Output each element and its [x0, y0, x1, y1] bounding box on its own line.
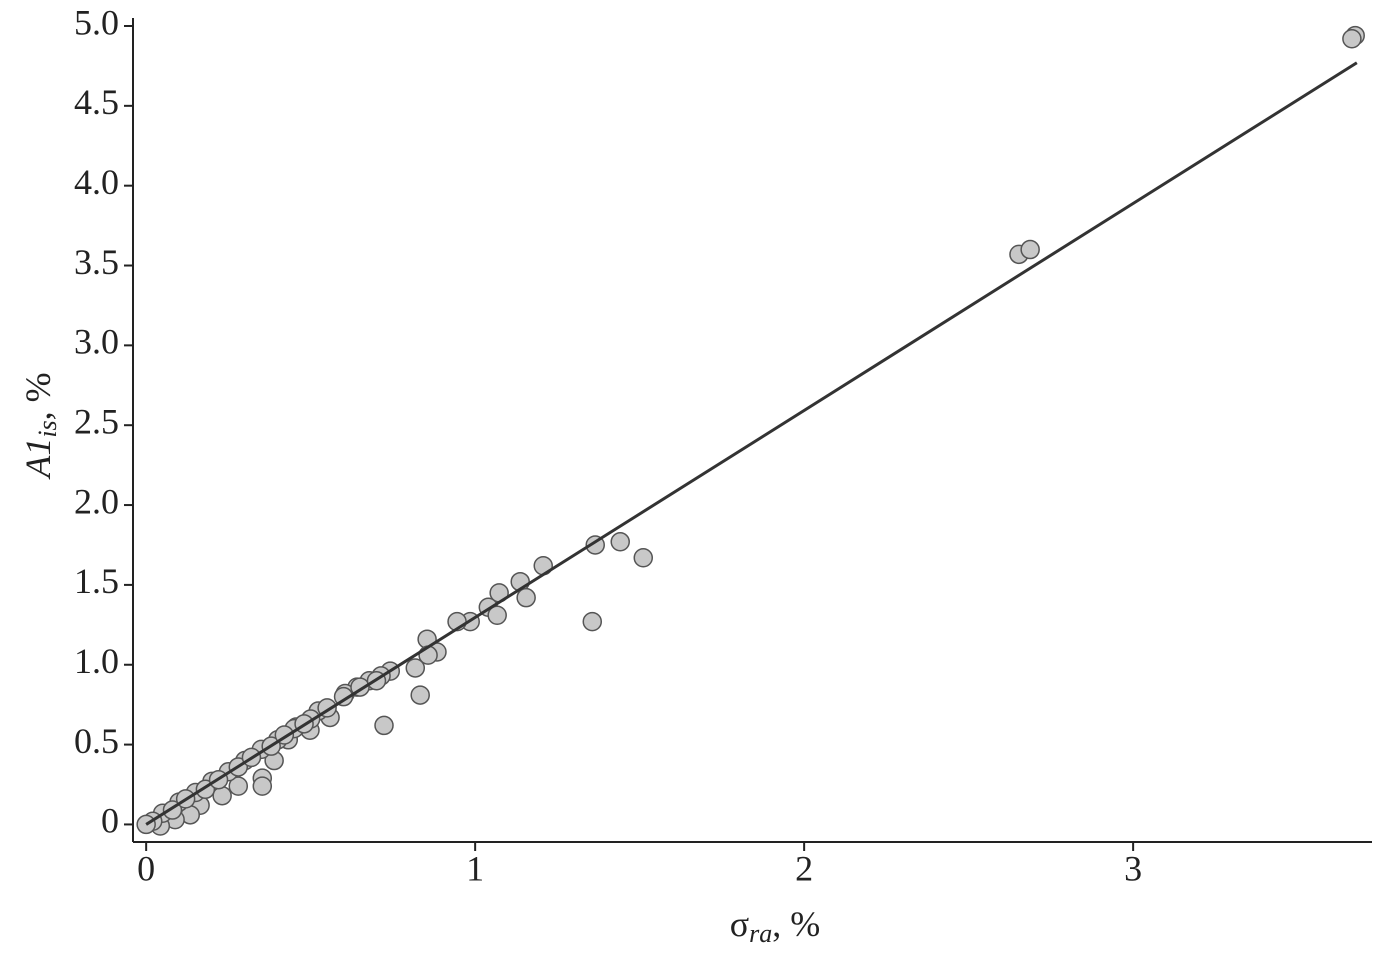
- point: [410, 685, 430, 705]
- y-tick-label: 2.5: [74, 401, 119, 441]
- x-tick-label: 0: [137, 848, 155, 888]
- point: [1020, 239, 1040, 260]
- point: [610, 532, 630, 552]
- x-tick-label: 1: [466, 848, 484, 888]
- y-tick-label: 5.0: [74, 2, 119, 42]
- point: [405, 658, 426, 678]
- y-tick-label: 1.5: [74, 561, 119, 601]
- y-tick-label: 2.0: [74, 481, 119, 521]
- point: [516, 587, 536, 608]
- y-tick-label: 3.0: [74, 322, 119, 362]
- x-tick-label: 2: [795, 848, 813, 888]
- x-axis-label: σra, %: [730, 904, 821, 948]
- point: [374, 715, 394, 736]
- point: [228, 776, 249, 796]
- point: [582, 611, 603, 632]
- point: [252, 776, 273, 796]
- y-tick-label: 0.5: [74, 721, 119, 761]
- y-tick-label: 0: [101, 801, 119, 841]
- point: [333, 686, 354, 707]
- point: [1342, 29, 1362, 49]
- point: [487, 605, 507, 625]
- y-tick-label: 3.5: [74, 242, 119, 282]
- y-axis-label: A1is, %: [18, 372, 62, 479]
- y-tick-label: 4.0: [74, 162, 119, 202]
- fit-line: [145, 61, 1358, 826]
- y-tick-label: 1.0: [74, 641, 119, 681]
- y-tick-label: 4.5: [74, 82, 119, 122]
- point: [633, 548, 654, 568]
- x-tick-label: 3: [1124, 848, 1142, 888]
